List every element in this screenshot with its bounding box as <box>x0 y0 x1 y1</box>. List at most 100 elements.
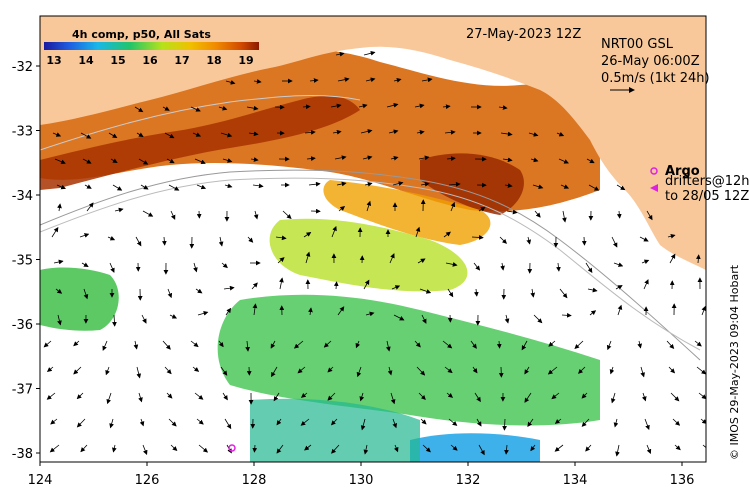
current-arrow <box>473 288 479 297</box>
current-arrow <box>112 184 123 191</box>
current-arrow <box>393 444 399 453</box>
colorbar <box>44 42 259 50</box>
current-arrow <box>587 287 598 293</box>
current-arrow <box>499 236 507 244</box>
colorbar-label: 17 <box>174 54 189 67</box>
current-arrow <box>170 210 176 220</box>
current-arrow <box>561 312 572 318</box>
current-arrow <box>547 366 558 375</box>
current-arrow <box>134 106 144 113</box>
current-arrow <box>275 235 287 241</box>
current-arrow <box>390 155 399 161</box>
current-arrow <box>304 130 316 135</box>
current-arrow <box>450 444 458 451</box>
current-arrow <box>366 200 372 212</box>
current-arrow <box>108 132 118 139</box>
current-arrow <box>476 418 482 427</box>
sst-hot-core <box>40 95 360 190</box>
current-arrow <box>308 181 321 187</box>
current-arrow <box>502 418 508 431</box>
current-arrow <box>421 314 427 324</box>
shelf-contour <box>40 95 361 151</box>
current-arrow <box>49 444 60 453</box>
current-arrow <box>221 262 228 269</box>
current-arrow <box>615 285 623 290</box>
current-arrow <box>534 210 541 218</box>
argo-float-marker <box>228 444 236 452</box>
current-arrow <box>496 340 502 349</box>
current-arrow <box>521 340 528 351</box>
current-arrow <box>198 444 209 453</box>
current-arrow <box>639 236 649 242</box>
current-arrow <box>141 314 147 324</box>
current-arrow <box>80 132 92 139</box>
current-arrow <box>390 392 396 405</box>
current-arrow <box>500 131 513 137</box>
current-arrow <box>611 236 618 248</box>
current-arrow <box>304 444 312 451</box>
current-arrow <box>197 311 209 316</box>
current-arrow <box>162 340 171 350</box>
y-tick-label: -32 <box>12 60 33 75</box>
current-arrow <box>442 104 451 110</box>
current-arrow <box>84 184 92 189</box>
current-arrow <box>282 210 292 220</box>
current-arrow <box>193 262 198 273</box>
current-arrow <box>53 259 64 265</box>
current-arrow <box>574 340 584 350</box>
current-arrow <box>362 155 373 161</box>
current-arrow <box>415 226 421 238</box>
current-arrow <box>334 155 347 161</box>
current-arrow <box>247 236 254 243</box>
current-arrow <box>224 183 233 189</box>
current-arrow <box>641 392 647 402</box>
current-arrow <box>446 156 456 161</box>
current-arrow <box>86 202 94 212</box>
current-arrow <box>293 340 304 349</box>
current-arrow <box>387 366 393 376</box>
current-arrow <box>702 444 706 449</box>
current-arrow <box>694 340 702 347</box>
current-arrow <box>218 340 224 348</box>
current-arrow <box>581 392 588 399</box>
plot-frame <box>39 15 707 463</box>
current-arrow <box>698 392 706 400</box>
current-arrow <box>696 366 706 375</box>
current-arrow <box>167 288 173 299</box>
current-arrow <box>391 285 401 290</box>
current-arrow <box>245 340 250 352</box>
current-arrow <box>695 254 701 264</box>
current-arrow <box>302 104 311 110</box>
current-arrow <box>386 102 399 108</box>
current-arrow <box>111 444 117 453</box>
current-arrow <box>359 392 365 402</box>
current-arrow <box>358 103 368 109</box>
current-arrow <box>414 103 425 109</box>
current-arrow <box>646 444 652 455</box>
current-arrow <box>223 285 235 291</box>
current-arrow <box>220 132 233 138</box>
credit-text: © IMOS 29-May-2023 09:04 Hobart <box>728 264 741 460</box>
current-arrow <box>548 340 556 347</box>
current-arrow <box>613 262 624 267</box>
current-arrow <box>50 418 58 425</box>
current-arrow <box>473 262 481 271</box>
sst-green-west <box>40 267 119 331</box>
current-arrow <box>323 340 332 348</box>
current-arrow <box>218 236 224 247</box>
y-tick-label: -35 <box>12 254 33 269</box>
current-arrow <box>136 132 144 138</box>
current-arrow <box>616 210 622 219</box>
current-arrow <box>135 236 142 247</box>
current-arrow <box>502 157 513 163</box>
current-arrow <box>524 366 530 375</box>
y-tick-label: -36 <box>12 318 33 333</box>
current-arrow <box>527 418 534 427</box>
current-arrow <box>138 158 149 165</box>
current-arrow <box>637 340 643 349</box>
current-arrow <box>168 418 177 427</box>
current-arrow <box>560 184 570 189</box>
current-arrow <box>338 205 346 212</box>
x-tick-label: 124 <box>28 473 53 488</box>
current-arrow <box>136 366 142 379</box>
